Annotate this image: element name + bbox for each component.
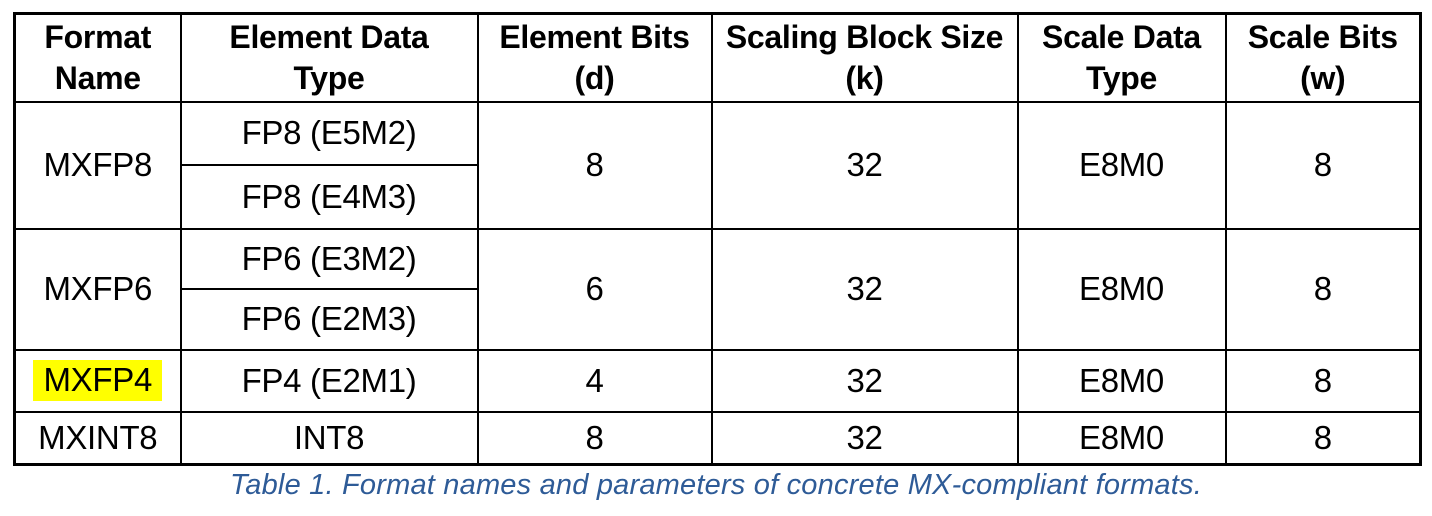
table-row-mxfp6-e2m3: FP6 (E2M3): [15, 287, 1421, 351]
header-line-1: Scale Data: [1042, 18, 1201, 55]
table-row-mxfp4: MXFP4 FP4 (E2M1) 4 32 E8M0 8: [13, 348, 1422, 413]
header-line-2: Type: [1085, 59, 1158, 96]
format-name-cell-mxfp4: MXFP4: [13, 348, 182, 413]
header-line-2: (d): [574, 59, 615, 96]
table-row-mxfp8-e4m3: FP8 (E4M3): [15, 163, 1421, 230]
scale-bits-cell: 8: [1224, 100, 1422, 230]
scale-type-cell: E8M0: [1016, 227, 1227, 351]
element-type-cell: FP8 (E5M2): [179, 100, 479, 166]
col-header-scaling-block-size: Scaling Block Size (k): [710, 12, 1019, 103]
format-name-cell-mxfp6: MXFP6: [13, 227, 182, 351]
element-bits-cell: 6: [476, 227, 713, 351]
element-bits-cell: 8: [476, 100, 713, 230]
scale-bits-cell: 8: [1224, 348, 1422, 413]
col-header-scale-bits: Scale Bits (w): [1224, 12, 1422, 103]
header-line-2: (k): [845, 59, 884, 96]
col-header-element-bits: Element Bits (d): [476, 12, 713, 103]
table-row-mxfp8-e5m2: MXFP8 FP8 (E5M2) 8 32 E8M0 8: [13, 100, 1422, 230]
mx-formats-table: Format Name Element Data Type Element Bi…: [13, 12, 1422, 466]
element-type-cell: FP6 (E2M3): [179, 287, 479, 351]
block-size-cell: 32: [710, 410, 1019, 466]
header-line-1: Scale Bits: [1247, 18, 1398, 55]
block-size-cell: 32: [710, 348, 1019, 413]
scale-type-cell: E8M0: [1016, 410, 1227, 466]
table-caption: Table 1. Format names and parameters of …: [230, 469, 1202, 501]
table-row-mxfp6-e3m2: MXFP6 FP6 (E3M2) 6 32 E8M0 8: [13, 227, 1422, 351]
element-type-cell: FP8 (E4M3): [179, 163, 479, 230]
header-line-1: Element Data: [229, 18, 429, 55]
table-row-mxint8: MXINT8 INT8 8 32 E8M0 8: [13, 410, 1422, 466]
element-type-cell: FP4 (E2M1): [179, 348, 479, 413]
element-bits-cell: 4: [476, 348, 713, 413]
header-line-2: Name: [54, 59, 141, 96]
header-line-2: (w): [1300, 59, 1346, 96]
header-row: Format Name Element Data Type Element Bi…: [13, 12, 1422, 103]
block-size-cell: 32: [710, 227, 1019, 351]
scale-bits-cell: 8: [1224, 410, 1422, 466]
scale-type-cell: E8M0: [1016, 348, 1227, 413]
col-header-scale-data-type: Scale Data Type: [1016, 12, 1227, 103]
header-line-1: Scaling Block Size: [725, 18, 1004, 55]
header-line-2: Type: [293, 59, 365, 96]
format-name-cell-mxfp8: MXFP8: [13, 100, 182, 230]
scale-bits-cell: 8: [1224, 227, 1422, 351]
header-line-1: Element Bits: [499, 18, 690, 55]
element-type-cell: INT8: [179, 410, 479, 466]
format-name-cell-mxint8: MXINT8: [13, 410, 182, 466]
element-type-cell: FP6 (E3M2): [179, 227, 479, 290]
col-header-element-data-type: Element Data Type: [179, 12, 479, 103]
col-header-format-name: Format Name: [13, 12, 182, 103]
block-size-cell: 32: [710, 100, 1019, 230]
highlight-mxfp4: MXFP4: [33, 360, 163, 401]
scale-type-cell: E8M0: [1016, 100, 1227, 230]
header-line-1: Format: [44, 18, 152, 55]
element-bits-cell: 8: [476, 410, 713, 466]
